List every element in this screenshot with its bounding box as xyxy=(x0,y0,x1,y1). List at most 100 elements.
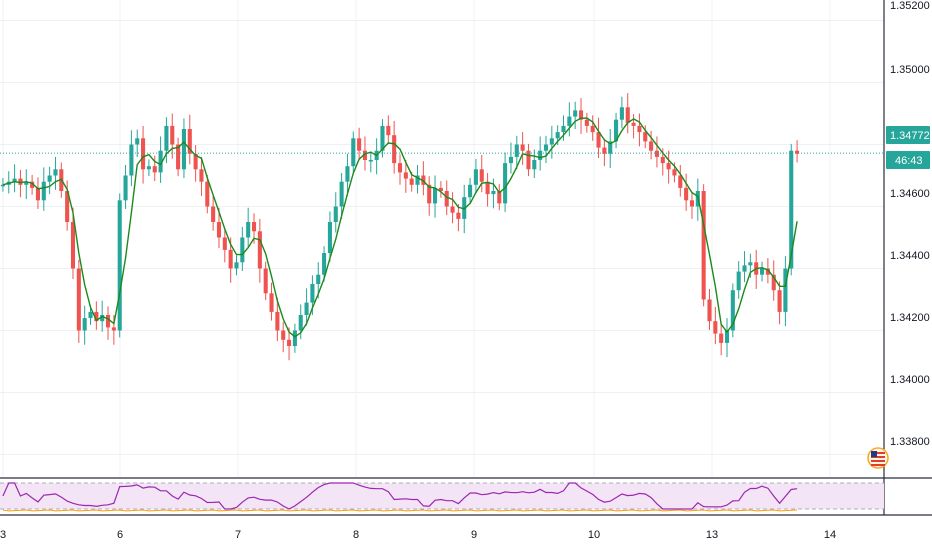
candle-body[interactable] xyxy=(187,129,192,154)
candle-body[interactable] xyxy=(164,125,169,151)
candle-body[interactable] xyxy=(637,125,642,133)
candle-body[interactable] xyxy=(748,262,753,266)
candle-body[interactable] xyxy=(596,132,601,148)
candle-body[interactable] xyxy=(158,150,163,173)
candle-body[interactable] xyxy=(94,311,99,322)
candle-body[interactable] xyxy=(304,302,309,315)
candle-body[interactable] xyxy=(234,262,239,269)
candle-body[interactable] xyxy=(432,187,438,204)
candle-body[interactable] xyxy=(795,150,800,154)
candle-body[interactable] xyxy=(777,290,782,312)
candle-body[interactable] xyxy=(578,110,584,120)
candle-body[interactable] xyxy=(614,119,619,142)
candle-body[interactable] xyxy=(678,175,683,188)
candle-body[interactable] xyxy=(707,299,712,322)
candle-body[interactable] xyxy=(246,222,251,238)
candle-body[interactable] xyxy=(631,122,636,126)
candle-body[interactable] xyxy=(503,163,508,204)
candle-body[interactable] xyxy=(444,191,449,207)
candle-body[interactable] xyxy=(65,191,70,222)
candle-body[interactable] xyxy=(602,147,607,154)
candle-body[interactable] xyxy=(508,156,513,164)
candle-body[interactable] xyxy=(70,222,76,269)
candle-body[interactable] xyxy=(742,265,747,272)
candle-body[interactable] xyxy=(555,132,560,139)
candle-body[interactable] xyxy=(719,333,724,343)
candle-body[interactable] xyxy=(643,132,648,142)
candle-body[interactable] xyxy=(660,156,665,164)
candle-body[interactable] xyxy=(456,212,461,219)
candle-body[interactable] xyxy=(152,166,157,173)
candle-body[interactable] xyxy=(427,184,432,204)
candle-body[interactable] xyxy=(310,284,315,303)
candle-body[interactable] xyxy=(12,178,17,182)
candle-body[interactable] xyxy=(24,181,29,185)
candle-body[interactable] xyxy=(771,274,776,291)
candle-body[interactable] xyxy=(105,315,111,328)
candle-body[interactable] xyxy=(473,169,478,185)
us-flag-icon[interactable] xyxy=(867,447,889,469)
candle-body[interactable] xyxy=(76,268,81,331)
candle-body[interactable] xyxy=(351,138,356,167)
candle-body[interactable] xyxy=(789,150,794,269)
candle-body[interactable] xyxy=(357,138,362,151)
candle-body[interactable] xyxy=(491,191,496,195)
candle-body[interactable] xyxy=(520,144,525,151)
candle-body[interactable] xyxy=(53,169,58,176)
candle-body[interactable] xyxy=(649,141,654,151)
candle-body[interactable] xyxy=(573,110,578,117)
candle-body[interactable] xyxy=(760,268,765,275)
candle-body[interactable] xyxy=(450,206,455,213)
candle-body[interactable] xyxy=(514,144,519,157)
candle-body[interactable] xyxy=(30,181,35,188)
candle-body[interactable] xyxy=(654,150,659,157)
candle-body[interactable] xyxy=(281,330,286,340)
candle-body[interactable] xyxy=(141,138,146,170)
candle-body[interactable] xyxy=(625,107,630,123)
candle-body[interactable] xyxy=(468,184,473,198)
candle-body[interactable] xyxy=(339,181,344,207)
candle-body[interactable] xyxy=(392,135,397,164)
candle-body[interactable] xyxy=(135,138,140,145)
candle-body[interactable] xyxy=(41,181,46,201)
time-axis[interactable]: 3 6 7 8 9 10 13 14 xyxy=(0,529,836,541)
candle-body[interactable] xyxy=(590,125,595,133)
candle-body[interactable] xyxy=(269,293,274,312)
candle-body[interactable] xyxy=(386,125,391,136)
candle-body[interactable] xyxy=(199,169,204,182)
candle-body[interactable] xyxy=(298,315,303,331)
candle-body[interactable] xyxy=(479,169,484,182)
candle-body[interactable] xyxy=(211,206,216,223)
candle-body[interactable] xyxy=(345,166,350,182)
candle-body[interactable] xyxy=(485,181,490,195)
candle-body[interactable] xyxy=(397,163,403,173)
candle-body[interactable] xyxy=(240,237,245,263)
candle-body[interactable] xyxy=(18,178,23,185)
candle-body[interactable] xyxy=(228,249,233,269)
candle-body[interactable] xyxy=(684,187,689,201)
candle-body[interactable] xyxy=(362,150,368,160)
price-axis[interactable]: 1.35200 1.35000 1.34600 1.34400 1.34200 … xyxy=(890,0,930,448)
candle-body[interactable] xyxy=(549,138,554,145)
candle-body[interactable] xyxy=(333,206,338,223)
candle-body[interactable] xyxy=(532,160,537,170)
candle-body[interactable] xyxy=(205,181,210,207)
candle-body[interactable] xyxy=(222,237,227,250)
candle-body[interactable] xyxy=(567,116,572,126)
candle-body[interactable] xyxy=(666,163,671,170)
candle-body[interactable] xyxy=(497,191,502,204)
candle-body[interactable] xyxy=(736,271,741,291)
candle-body[interactable] xyxy=(47,175,52,182)
candle-body[interactable] xyxy=(730,290,735,331)
candle-body[interactable] xyxy=(111,327,116,331)
candle-body[interactable] xyxy=(724,330,730,343)
candle-body[interactable] xyxy=(263,268,268,294)
candle-body[interactable] xyxy=(713,321,718,334)
candle-body[interactable] xyxy=(292,330,297,347)
candle-body[interactable] xyxy=(322,253,327,275)
candle-body[interactable] xyxy=(275,311,280,331)
candle-body[interactable] xyxy=(380,125,385,151)
candle-body[interactable] xyxy=(257,231,262,269)
candle-body[interactable] xyxy=(584,119,589,126)
candle-body[interactable] xyxy=(368,160,373,162)
